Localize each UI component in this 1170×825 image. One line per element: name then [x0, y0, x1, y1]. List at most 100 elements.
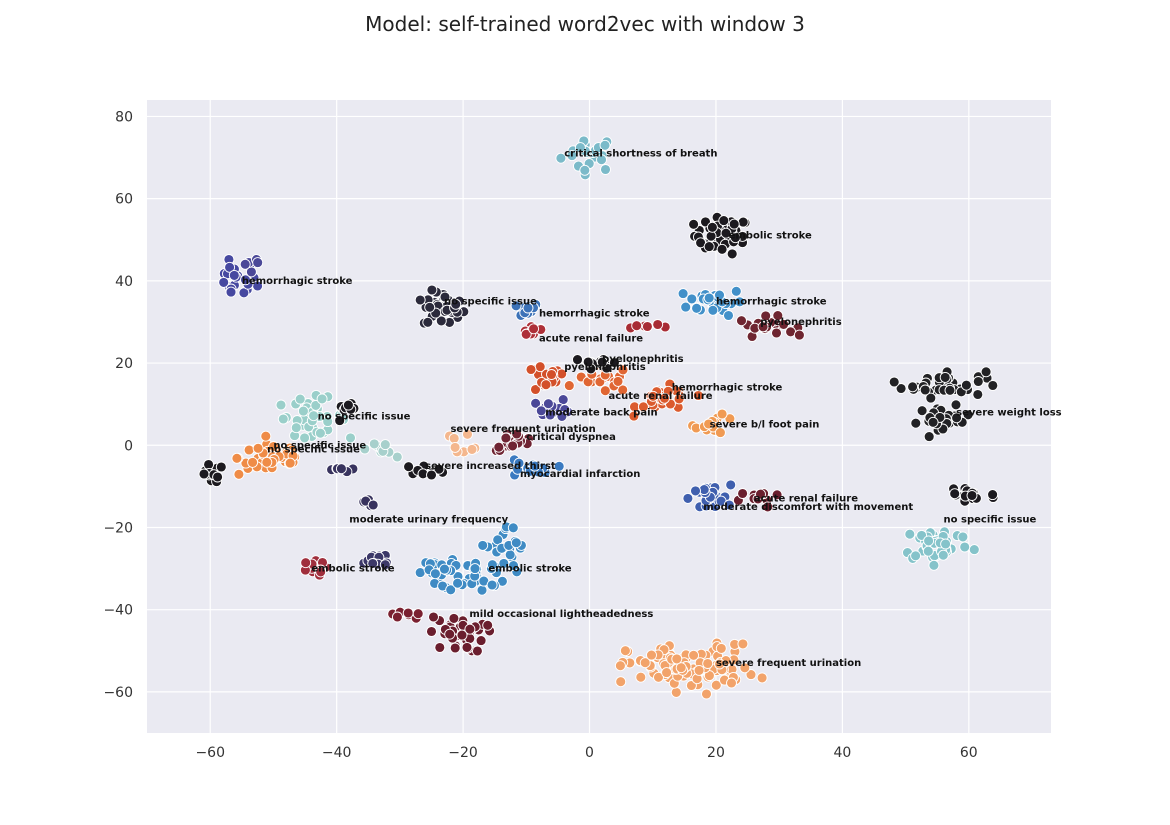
scatter-point: [710, 679, 722, 691]
y-tick-label: −60: [103, 685, 133, 701]
scatter-point: [212, 471, 224, 483]
scatter-point: [534, 361, 546, 373]
scatter-point: [359, 443, 371, 455]
scatter-point: [739, 662, 751, 674]
scatter-point: [716, 408, 728, 420]
point-annotation: embolic stroke: [311, 564, 394, 575]
scatter-point: [714, 658, 725, 670]
scatter-point: [673, 393, 685, 405]
scatter-point: [608, 357, 620, 368]
scatter-point: [456, 629, 468, 641]
scatter-point: [510, 537, 522, 549]
scatter-point: [716, 243, 728, 255]
point-annotation: no specific issue: [318, 412, 411, 423]
scatter-point: [228, 269, 240, 281]
scatter-point: [572, 354, 583, 366]
point-annotation: severe increased thirst: [425, 461, 556, 472]
scatter-point: [439, 563, 450, 575]
scatter-point: [525, 364, 537, 375]
scatter-point: [772, 310, 784, 322]
scatter-point: [476, 584, 488, 596]
scatter-point: [511, 428, 523, 440]
scatter-point: [950, 399, 962, 411]
scatter-point: [379, 439, 391, 451]
scatter-point: [342, 399, 354, 411]
point-annotation: severe frequent urination: [450, 424, 595, 435]
scatter-point: [729, 232, 741, 244]
scatter-point: [728, 218, 740, 230]
scatter-point: [701, 688, 712, 700]
x-tick-label: 0: [585, 745, 594, 761]
scatter-point: [737, 216, 749, 228]
scatter-point: [224, 261, 236, 273]
scatter-point: [402, 607, 414, 619]
scatter-point: [477, 539, 489, 551]
scatter-point: [910, 550, 922, 562]
scatter-point: [937, 549, 949, 561]
scatter-point: [231, 452, 243, 464]
scatter-point: [670, 686, 682, 698]
scatter-point: [693, 664, 705, 676]
scatter-point: [290, 422, 302, 434]
scatter-point: [300, 557, 312, 569]
scatter-point: [923, 535, 935, 547]
scatter-point: [507, 522, 519, 534]
scatter-point: [637, 401, 649, 413]
x-tick-label: 20: [707, 745, 725, 761]
scatter-point: [680, 301, 692, 313]
scatter-point: [403, 461, 415, 473]
y-axis-ticks: −60 −40 −20 0 20 40 60 80: [103, 109, 133, 700]
scatter-point: [737, 638, 749, 650]
scatter-point: [486, 559, 498, 571]
scatter-point: [692, 390, 704, 401]
scatter-point: [424, 301, 436, 313]
scatter-point: [745, 669, 757, 681]
scatter-point: [641, 321, 653, 332]
scatter-point: [706, 221, 718, 233]
x-tick-label: −40: [322, 745, 352, 761]
scatter-point: [582, 356, 594, 368]
scatter-point: [726, 677, 737, 689]
scatter-point: [671, 653, 683, 665]
scatter-point: [962, 409, 974, 421]
scatter-point: [949, 488, 961, 500]
scatter-point: [238, 287, 250, 299]
scatter-point: [688, 218, 700, 230]
scatter-point: [910, 417, 922, 429]
scatter-point: [252, 257, 264, 269]
scatter-point: [391, 451, 403, 463]
y-tick-label: −20: [103, 520, 133, 536]
scatter-point: [916, 405, 928, 417]
scatter-point: [928, 559, 940, 571]
scatter-point: [428, 611, 439, 623]
point-annotation: hemorrhagic stroke: [539, 309, 650, 320]
point-annotation: moderate urinary frequency: [349, 514, 508, 525]
scatter-point: [639, 657, 651, 669]
scatter-point: [736, 315, 747, 327]
scatter-point: [703, 292, 715, 304]
scatter-point: [297, 405, 309, 417]
point-annotation: severe frequent urination: [716, 658, 861, 669]
scatter-point: [429, 568, 441, 580]
scatter-point: [619, 645, 631, 657]
scatter-point: [471, 645, 483, 657]
scatter-point: [368, 438, 380, 450]
scatter-point: [703, 241, 715, 253]
scatter-point: [987, 489, 999, 501]
scatter-point: [888, 376, 900, 388]
scatter-point: [686, 293, 698, 305]
point-annotation: hemorrhagic stroke: [672, 383, 783, 394]
scatter-point: [316, 393, 328, 405]
scatter-point: [315, 566, 327, 578]
scatter-point: [675, 662, 687, 674]
point-annotation: embolic stroke: [488, 564, 571, 575]
scatter-point: [448, 612, 460, 624]
scatter-point: [449, 441, 461, 453]
scatter-point: [703, 418, 715, 430]
scatter-point: [760, 310, 772, 322]
scatter-point: [335, 463, 347, 475]
scatter-point: [966, 490, 978, 501]
scatter-point: [553, 460, 565, 472]
scatter-point: [322, 416, 334, 428]
